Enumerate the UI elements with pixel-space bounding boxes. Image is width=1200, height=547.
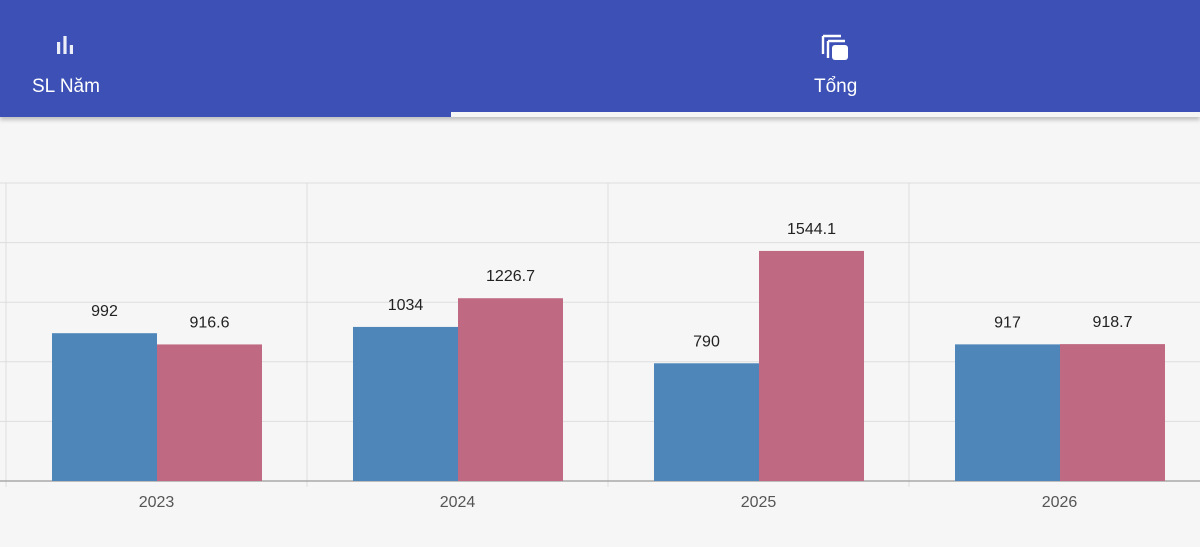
data-label-2025-series-1: 790 bbox=[693, 333, 720, 350]
layers-icon bbox=[821, 34, 851, 67]
bar-2025-series-1[interactable] bbox=[654, 363, 759, 481]
bar-2026-series-1[interactable] bbox=[955, 344, 1060, 481]
x-tick-label-2025: 2025 bbox=[741, 494, 777, 511]
tab-tong[interactable]: Tổng bbox=[451, 0, 1200, 112]
bar-2026-series-2[interactable] bbox=[1060, 344, 1165, 481]
tab-sl-nam[interactable]: SL Năm bbox=[0, 0, 132, 112]
bar-2024-series-2[interactable] bbox=[458, 298, 563, 481]
bar-2024-series-1[interactable] bbox=[353, 326, 458, 481]
data-label-2023-series-2: 916.6 bbox=[189, 314, 229, 331]
data-label-2024-series-1: 1034 bbox=[388, 297, 424, 314]
data-label-2026-series-2: 918.7 bbox=[1092, 314, 1132, 331]
app-bar: SL Năm Tổng bbox=[0, 0, 1200, 117]
data-label-2023-series-1: 992 bbox=[91, 303, 118, 320]
x-tick-label-2023: 2023 bbox=[139, 494, 175, 511]
bar-chart-icon bbox=[56, 34, 76, 59]
bar-2025-series-2[interactable] bbox=[759, 250, 864, 481]
tab-sl-nam-label: SL Năm bbox=[32, 76, 100, 97]
bar-2023-series-2[interactable] bbox=[157, 344, 262, 481]
data-label-2024-series-2: 1226.7 bbox=[486, 268, 535, 285]
tab-tong-label: Tổng bbox=[814, 76, 858, 97]
data-label-2026-series-1: 917 bbox=[994, 314, 1021, 331]
x-tick-label-2026: 2026 bbox=[1042, 494, 1078, 511]
selected-tab-indicator bbox=[451, 112, 1200, 117]
bar-chart: 992 916.6 2023 1034 1226.7 2024 790 1544.1 2025 9… bbox=[0, 117, 1200, 542]
chart-svg: 992 916.6 2023 1034 1226.7 2024 790 1544.1 2025 9… bbox=[0, 182, 1200, 511]
bar-2023-series-1[interactable] bbox=[52, 333, 157, 481]
x-tick-label-2024: 2024 bbox=[440, 494, 476, 511]
data-label-2025-series-2: 1544.1 bbox=[787, 221, 836, 238]
